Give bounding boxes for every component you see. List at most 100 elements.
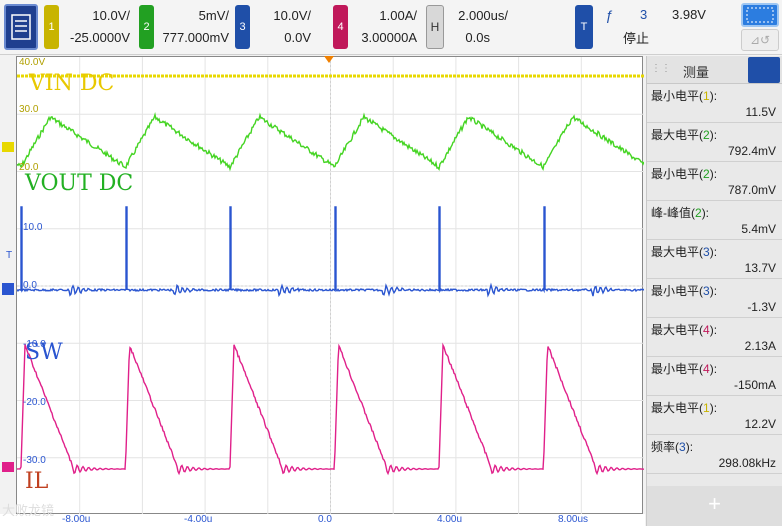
menu-icon (11, 14, 31, 40)
time-label-0: -8.00u (62, 514, 91, 525)
measurement-channel: 2 (703, 167, 710, 181)
channel-3-control[interactable]: 3 10.0V/ 0.0V (235, 5, 313, 49)
measurement-list: 最小电平(1): 11.5V 最大电平(2): 792.4mV 最小电平(2): 787.… (647, 84, 782, 474)
waveform-display[interactable]: VIN DC VOUT DC SW IL 40.0V 30.0 20.0 10.… (16, 56, 644, 515)
ch3-trace (17, 206, 644, 298)
measurement-value: -150mA (733, 378, 776, 392)
ch4-ground-marker[interactable] (2, 462, 14, 472)
trace-label-vout: VOUT DC (25, 171, 134, 196)
time-label-1: -4.00u (184, 514, 213, 525)
ch3-scale-label-4: -30.0 (23, 455, 46, 466)
main-menu-button[interactable] (4, 4, 38, 50)
measurement-type: 最大电平 (651, 128, 700, 142)
measurement-channel: 2 (695, 206, 702, 220)
channel-1-control[interactable]: 1 10.0V/ -25.0000V (44, 5, 132, 49)
time-label-3: 4.00u (437, 514, 463, 525)
ch3-ground-marker[interactable] (2, 283, 14, 295)
measurement-panel: ⋮⋮ 测量 最小电平(1): 11.5V 最大电平(2): 792.4mV 最小电平(2… (646, 56, 782, 526)
ch3-scale-label-0: 10.0 (23, 222, 43, 233)
autoscale-button[interactable] (741, 3, 779, 27)
measurement-value: 2.13A (744, 339, 776, 353)
ch1-ground-marker[interactable] (2, 142, 14, 152)
measurement-item[interactable]: 最大电平(3): 13.7V (647, 240, 782, 279)
measurement-type: 峰-峰值 (651, 206, 691, 220)
measurement-value: 298.08kHz (718, 456, 776, 470)
channel-1-offset: -25.0000V (70, 30, 130, 45)
measurement-type: 最小电平 (651, 167, 700, 181)
channel-3-scale: 10.0V/ (273, 8, 311, 23)
time-label-2: 0.0 (318, 514, 332, 525)
watermark: 大败龙镜 (2, 503, 55, 518)
measurement-item[interactable]: 频率(3): 298.08kHz (647, 435, 782, 474)
channel-2-offset: 777.000mV (162, 30, 230, 45)
ch1-scale-label-0: 40.0V (19, 57, 46, 68)
measurement-type: 最大电平 (651, 401, 700, 415)
measurement-item[interactable]: 最小电平(4): -150mA (647, 357, 782, 396)
ch3-scale-label-1: 0.0 (23, 280, 37, 291)
channel-1-scale: 10.0V/ (92, 8, 130, 23)
measurement-label: 最小电平(3): (651, 284, 718, 298)
channel-2-control[interactable]: 2 5mV/ 777.000mV (139, 5, 231, 49)
autoscale-icon (746, 7, 774, 23)
measurement-channel: 4 (703, 323, 710, 337)
measurement-label: 最小电平(2): (651, 167, 718, 181)
measurement-type: 最小电平 (651, 362, 700, 376)
channel-4-scale: 1.00A/ (379, 8, 417, 23)
measurement-item[interactable]: 最小电平(2): 787.0mV (647, 162, 782, 201)
channel-3-badge: 3 (235, 5, 250, 49)
measurement-label: 最大电平(1): (651, 401, 718, 415)
measurement-value: 11.5V (745, 105, 776, 119)
measurement-channel: 3 (679, 440, 686, 454)
trigger-level: 3.98V (672, 7, 706, 22)
channel-4-control[interactable]: 4 1.00A/ 3.00000A (333, 5, 419, 49)
drag-grip-icon[interactable]: ⋮⋮ (651, 63, 671, 74)
measurement-type: 最大电平 (651, 245, 700, 259)
panel-menu-button[interactable] (748, 57, 780, 83)
measurement-item[interactable]: 最小电平(3): -1.3V (647, 279, 782, 318)
ch4-trace (17, 342, 644, 476)
trigger-level-marker[interactable]: T (6, 250, 13, 261)
trigger-slope-icon: ƒ (605, 7, 613, 23)
measurement-value: 12.2V (744, 417, 776, 431)
measurement-item[interactable]: 峰-峰值(2): 5.4mV (647, 201, 782, 240)
measurement-item[interactable]: 最大电平(4): 2.13A (647, 318, 782, 357)
add-measurement-button[interactable]: + (647, 486, 782, 526)
ch1-scale-label-1: 30.0 (19, 104, 39, 115)
channel-toolbar: 1 10.0V/ -25.0000V 2 5mV/ 777.000mV 3 10… (0, 0, 782, 55)
horizontal-control[interactable]: 2.000us/ 0.0s (450, 5, 510, 49)
measurement-channel: 2 (703, 128, 710, 142)
horizontal-scale: 2.000us/ (458, 8, 508, 23)
measurement-label: 最大电平(4): (651, 323, 718, 337)
measurement-item[interactable]: 最大电平(2): 792.4mV (647, 123, 782, 162)
measurement-type: 最小电平 (651, 284, 700, 298)
measurement-item[interactable]: 最小电平(1): 11.5V (647, 84, 782, 123)
time-axis: -8.00u -4.00u 0.0 4.00u 8.00us (0, 514, 645, 526)
channel-3-offset: 0.0V (284, 30, 311, 45)
measurement-value: 5.4mV (741, 222, 776, 236)
measurement-label: 最大电平(3): (651, 245, 718, 259)
channel-1-badge: 1 (44, 5, 59, 49)
horizontal-badge[interactable]: H (426, 5, 444, 49)
trigger-badge[interactable]: T (575, 5, 593, 49)
measurement-label: 频率(3): (651, 440, 694, 454)
measurement-label: 峰-峰值(2): (651, 206, 710, 220)
measurement-type: 频率 (651, 440, 676, 454)
measurement-value: 787.0mV (727, 183, 776, 197)
measurement-type: 最大电平 (651, 323, 700, 337)
measurement-panel-header: ⋮⋮ 测量 (647, 56, 782, 84)
measurement-label: 最大电平(2): (651, 128, 718, 142)
waveform-canvas[interactable] (17, 57, 644, 515)
trigger-position-marker[interactable] (324, 56, 334, 63)
measurement-channel: 3 (703, 245, 710, 259)
undo-autoscale-button[interactable]: ⊿↺ (741, 29, 779, 51)
measurement-item[interactable]: 最大电平(1): 12.2V (647, 396, 782, 435)
channel-4-offset: 3.00000A (361, 30, 417, 45)
channel-2-badge: 2 (139, 5, 154, 49)
measurement-label: 最小电平(4): (651, 362, 718, 376)
trace-label-vin: VIN DC (29, 71, 115, 96)
measurement-value: -1.3V (747, 300, 776, 314)
ch3-scale-label-2: -10.0 (23, 339, 46, 350)
measurement-channel: 1 (703, 89, 710, 103)
measurement-channel: 3 (703, 284, 710, 298)
